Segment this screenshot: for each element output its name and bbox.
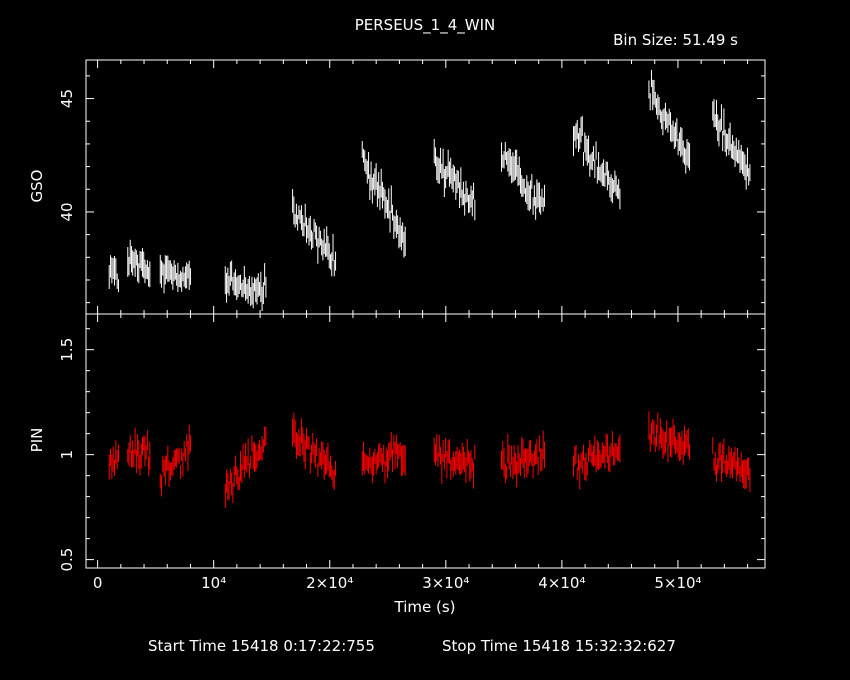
- x-tick-label: 10⁴: [201, 574, 226, 592]
- x-tick-label: 5×10⁴: [654, 574, 701, 592]
- y-ticks: 0.5 1 1.5: [58, 328, 765, 572]
- y-tick-label: 45: [58, 89, 76, 108]
- series-segment: [648, 411, 691, 465]
- gso-panel: 40 45: [58, 59, 766, 315]
- y-ticks: 40 45: [58, 75, 765, 304]
- series-segment: [572, 431, 621, 490]
- series-segment: [108, 255, 119, 293]
- series-segment: [501, 430, 545, 488]
- panel-frame: [85, 313, 766, 569]
- pin-axis-label: PIN: [28, 428, 46, 453]
- series-segment: [433, 434, 476, 489]
- y-tick-label: 40: [58, 202, 76, 221]
- series-segment: [433, 138, 476, 221]
- series-segment: [361, 141, 406, 258]
- pin-panel: 0.5 1 1.5 0 10⁴ 2×10⁴ 3×10⁴ 4×10⁴ 5×10⁴: [58, 313, 766, 592]
- series-segment: [292, 189, 337, 277]
- series-segment: [648, 69, 691, 174]
- x-axis-label: Time (s): [394, 598, 456, 616]
- stop-time-label: Stop Time 15418 15:32:32:627: [442, 637, 676, 655]
- y-tick-label: 1.5: [58, 338, 76, 362]
- series-segment: [292, 412, 337, 490]
- data-points: [108, 411, 751, 509]
- series-segment: [127, 427, 151, 476]
- series-segment: [224, 260, 267, 312]
- series-segment: [712, 437, 751, 493]
- x-tick-label: 3×10⁴: [422, 574, 469, 592]
- x-tick-label: 0: [93, 574, 103, 592]
- series-segment: [361, 432, 406, 484]
- start-time-label: Start Time 15418 0:17:22:755: [148, 637, 375, 655]
- series-segment: [572, 115, 621, 210]
- series-segment: [108, 440, 119, 480]
- data-points: [108, 69, 751, 312]
- x-ticks: [97, 60, 749, 314]
- gso-axis-label: GSO: [28, 170, 46, 203]
- x-ticks: 0 10⁴ 2×10⁴ 3×10⁴ 4×10⁴ 5×10⁴: [93, 314, 749, 592]
- series-segment: [159, 424, 191, 497]
- series-segment: [159, 254, 191, 294]
- y-tick-label: 1: [58, 450, 76, 460]
- y-tick-label: 0.5: [58, 548, 76, 572]
- series-segment: [224, 426, 267, 509]
- series-segment: [501, 142, 545, 220]
- series-segment: [127, 239, 151, 288]
- chart-title: PERSEUS_1_4_WIN: [355, 16, 496, 35]
- x-tick-label: 2×10⁴: [306, 574, 353, 592]
- series-segment: [712, 99, 751, 190]
- x-tick-label: 4×10⁴: [538, 574, 585, 592]
- bin-size-label: Bin Size: 51.49 s: [613, 31, 738, 49]
